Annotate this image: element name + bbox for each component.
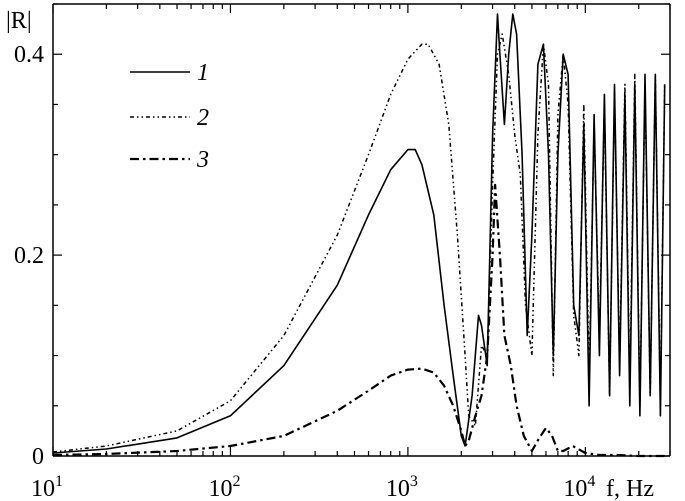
- legend-label-2: 2: [197, 105, 209, 131]
- series-line-3: [52, 183, 665, 458]
- x-tick-label: 101: [31, 473, 63, 501]
- axes: [52, 3, 671, 457]
- series-line-2: [52, 33, 666, 453]
- x-tick-label: 102: [208, 473, 240, 501]
- legend-label-3: 3: [196, 147, 209, 173]
- y-tick-label: 0.4: [14, 42, 44, 68]
- legend: 1 2 3: [130, 60, 209, 173]
- x-tick-label: 103: [386, 473, 418, 501]
- x-tick-label: 104: [563, 473, 595, 501]
- y-axis-label: |R|: [6, 8, 32, 34]
- labels: 101 102 103 104 0 0.2 0.4 |R| f, Hz: [6, 8, 654, 501]
- series-layer: [52, 13, 666, 458]
- y-tick-label: 0.2: [14, 243, 44, 269]
- x-axis-label: f, Hz: [606, 476, 654, 501]
- legend-label-1: 1: [197, 60, 209, 86]
- series-line-1: [52, 13, 666, 454]
- y-tick-label: 0: [32, 444, 44, 470]
